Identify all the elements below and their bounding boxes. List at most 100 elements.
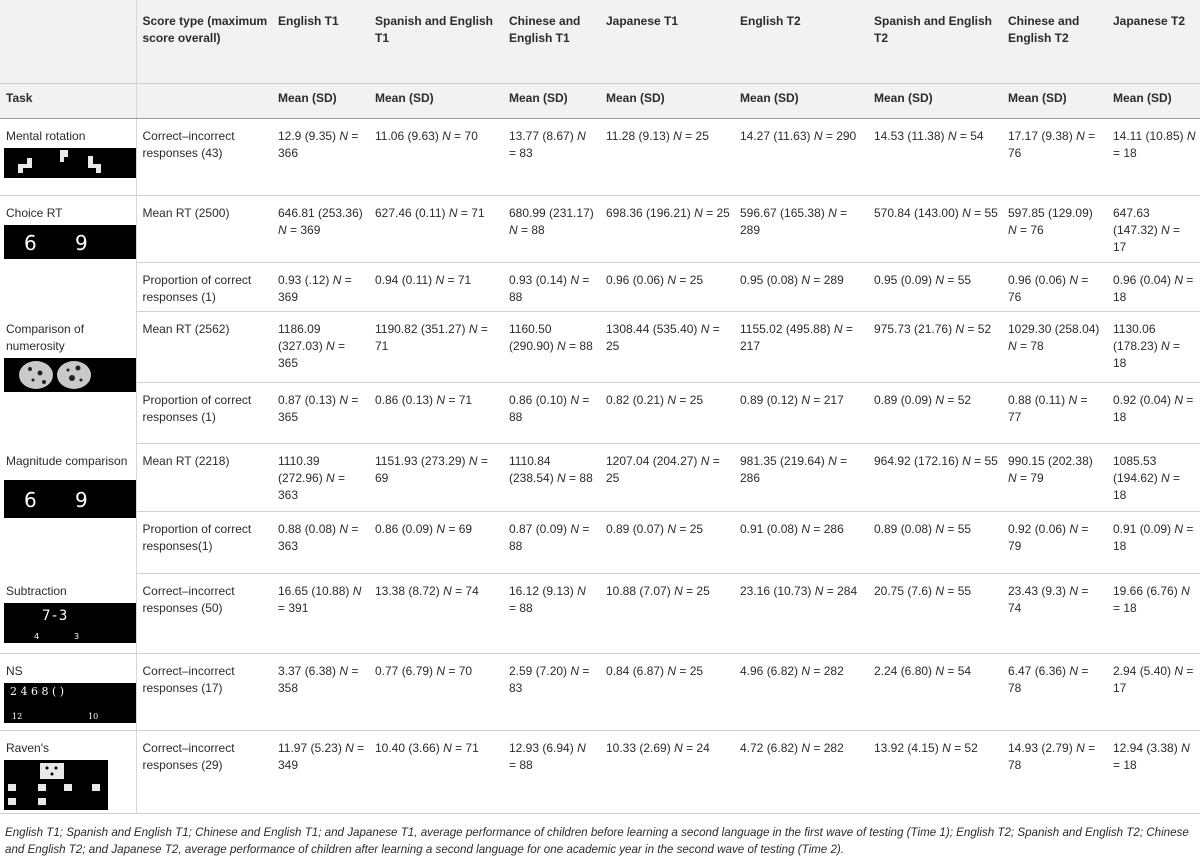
sample-size: N = 76 (1008, 129, 1096, 160)
value-cell: 0.86 (0.13) N = 71 (369, 382, 503, 444)
stimulus-subtraction-problem: 7-3 (42, 608, 67, 624)
value-cell: 11.28 (9.13) N = 25 (600, 118, 734, 196)
mean-sd-value: 1186.09 (327.03) (278, 322, 323, 353)
mean-sd-value: 0.89 (0.07) (606, 522, 665, 536)
sample-size: N = 69 (436, 522, 473, 536)
sample-size: N = 54 (935, 664, 972, 678)
n-symbol: N (1161, 223, 1170, 237)
n-symbol: N (935, 584, 945, 598)
mean-sd-value: 1308.44 (535.40) (606, 322, 698, 336)
value-cell: 596.67 (165.38) N = 289 (734, 196, 868, 263)
value-cell: 647.63 (147.32) N = 17 (1107, 196, 1200, 263)
n-value: 54 (970, 129, 984, 143)
value-cell: 0.87 (0.09) N = 88 (503, 511, 600, 574)
table-row: Choice RT 6 9 Mean RT (2500) 646.81 (253… (0, 195, 1200, 312)
n-symbol: N (801, 741, 811, 755)
n-symbol: N (694, 206, 703, 220)
n-symbol: N (436, 664, 446, 678)
value-cell: 0.77 (6.79) N = 70 (369, 653, 503, 731)
n-symbol: N (436, 522, 446, 536)
n-value: 365 (278, 356, 299, 370)
n-value: 74 (1008, 601, 1022, 615)
n-symbol: N (667, 393, 677, 407)
sample-size: N = 365 (278, 393, 359, 424)
value-cell: 964.92 (172.16) N = 55 (868, 444, 1002, 512)
n-value: 71 (458, 393, 473, 407)
n-symbol: N (700, 454, 710, 468)
value-cell: 14.93 (2.79) N = 78 (1002, 730, 1107, 814)
mean-sd-value: 0.88 (0.08) (278, 522, 337, 536)
sample-size: N = 17 (1113, 223, 1181, 254)
results-table-container: Score type (maximum score overall) Engli… (0, 0, 1200, 814)
mean-sd-value: 0.84 (6.87) (606, 664, 665, 678)
stimulus-digit-right: 9 (75, 488, 88, 512)
table-row: Mental rotation Correct–incorrect respon… (0, 118, 1200, 196)
header-group: Japanese T1 (600, 0, 734, 84)
n-symbol: N (1161, 339, 1170, 353)
sample-size: N = 55 (962, 454, 998, 468)
sample-size: N = 18 (1113, 339, 1181, 370)
value-cell: 23.16 (10.73) N = 284 (734, 573, 868, 654)
sample-size: N = 71 (443, 741, 479, 755)
n-value: 369 (300, 223, 321, 237)
n-symbol: N (278, 223, 287, 237)
mean-sd-value: 0.95 (0.08) (740, 273, 799, 287)
n-symbol: N (509, 223, 518, 237)
value-cell: 1151.93 (273.29) N = 69 (369, 444, 503, 512)
value-cell: 0.86 (0.09) N = 69 (369, 511, 503, 574)
n-value: 88 (519, 601, 533, 615)
n-value: 25 (689, 664, 704, 678)
mean-sd-value: 964.92 (172.16) (874, 454, 959, 468)
score-type-cell: Mean RT (2500) (142, 206, 230, 220)
n-symbol: N (1076, 129, 1085, 143)
n-symbol: N (332, 273, 342, 287)
header-mean-sd: Mean (SD) (503, 83, 600, 119)
stimulus-option-right: 3 (74, 632, 79, 641)
sample-size: N = 289 (801, 273, 844, 287)
mean-sd-value: 0.95 (0.09) (874, 273, 933, 287)
subtraction-problem-icon: 7-3 4 3 (4, 602, 135, 643)
sample-size: N = 88 (509, 584, 586, 615)
n-symbol: N (1174, 393, 1184, 407)
n-symbol: N (828, 206, 837, 220)
sample-size: N = 88 (509, 522, 590, 553)
mean-sd-value: 0.82 (0.21) (606, 393, 665, 407)
header-score-blank (136, 83, 272, 119)
n-symbol: N (1181, 584, 1190, 598)
n-symbol: N (339, 664, 349, 678)
mean-sd-value: 4.96 (6.82) (740, 664, 799, 678)
n-symbol: N (339, 393, 349, 407)
value-cell: 680.99 (231.17) N = 88 (503, 196, 600, 263)
n-value: 24 (696, 741, 710, 755)
mean-sd-value: 1151.93 (273.29) (375, 454, 466, 468)
mean-sd-value: 0.96 (0.06) (1008, 273, 1067, 287)
task-label: Mental rotation (6, 129, 86, 143)
n-value: 349 (278, 758, 299, 772)
mean-sd-value: 0.93 (0.14) (509, 273, 568, 287)
table-row: Proportion of correct responses (1) 0.87… (0, 382, 1200, 444)
sample-size: N = 71 (448, 206, 485, 220)
header-mean-sd: Mean (SD) (272, 83, 369, 119)
n-symbol: N (700, 322, 710, 336)
value-cell: 2.94 (5.40) N = 17 (1107, 653, 1200, 731)
mean-sd-value: 597.85 (129.09) (1008, 206, 1093, 220)
n-value: 358 (278, 681, 299, 695)
table-row: Proportion of correct responses (1) 0.93… (0, 262, 1200, 312)
task-label: NS (6, 664, 23, 678)
table-body: Mental rotation Correct–incorrect respon… (0, 118, 1200, 814)
mean-sd-value: 13.77 (8.67) (509, 129, 574, 143)
mean-sd-value: 1110.84 (238.54) (509, 454, 554, 485)
stimulus-option-left: 12 (12, 712, 22, 721)
n-symbol: N (345, 741, 354, 755)
mean-sd-value: 1110.39 (272.96) (278, 454, 323, 485)
n-value: 18 (1113, 410, 1127, 424)
value-cell: 16.65 (10.88) N = 391 (272, 573, 369, 654)
value-cell: 13.77 (8.67) N = 83 (503, 118, 600, 196)
sample-size: N = 54 (947, 129, 984, 143)
sample-size: N = 70 (436, 664, 473, 678)
value-cell: 14.11 (10.85) N = 18 (1107, 118, 1200, 196)
sample-size: N = 25 (667, 273, 704, 287)
mean-sd-value: 0.87 (0.09) (509, 522, 568, 536)
n-symbol: N (352, 584, 362, 598)
mean-sd-value: 0.86 (0.10) (509, 393, 568, 407)
